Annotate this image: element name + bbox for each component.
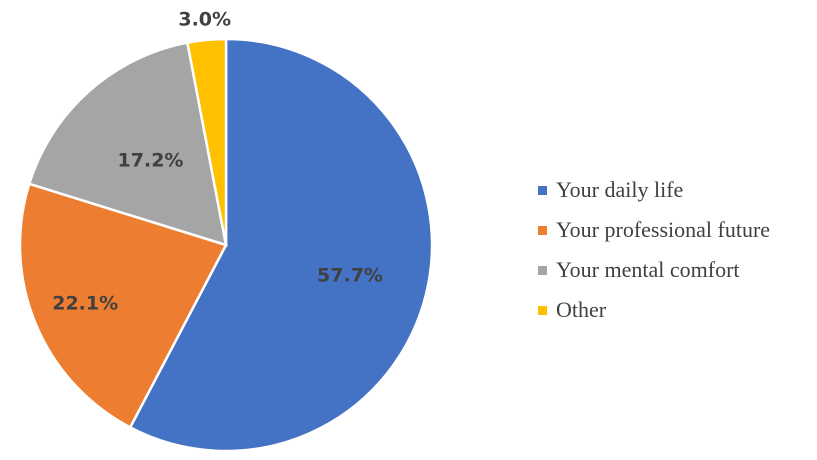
legend-swatch xyxy=(538,185,547,195)
pie-slice-your-mental-comfort xyxy=(27,41,228,247)
legend-swatch xyxy=(538,305,547,315)
legend-swatch xyxy=(538,225,547,235)
legend-label: Your mental comfort xyxy=(556,257,740,282)
legend-item-your-professional-future: Your professional future xyxy=(538,210,770,250)
legend-item-your-mental-comfort: Your mental comfort xyxy=(538,250,770,290)
legend-swatch xyxy=(538,265,547,275)
data-label: 3.0% xyxy=(178,8,231,30)
pie-slice-your-daily-life xyxy=(128,37,434,453)
pie-slice-other xyxy=(185,37,228,246)
data-label: 22.1% xyxy=(52,292,118,314)
chart-legend: Your daily life Your professional future… xyxy=(538,170,770,330)
legend-item-your-daily-life: Your daily life xyxy=(538,170,770,210)
legend-item-other: Other xyxy=(538,290,770,330)
data-label: 17.2% xyxy=(118,150,184,172)
legend-label: Your professional future xyxy=(556,217,771,242)
pie-slice-your-professional-future xyxy=(18,182,228,430)
data-label: 57.7% xyxy=(317,265,383,287)
legend-label: Other xyxy=(556,297,607,322)
legend-label: Your daily life xyxy=(556,177,684,202)
